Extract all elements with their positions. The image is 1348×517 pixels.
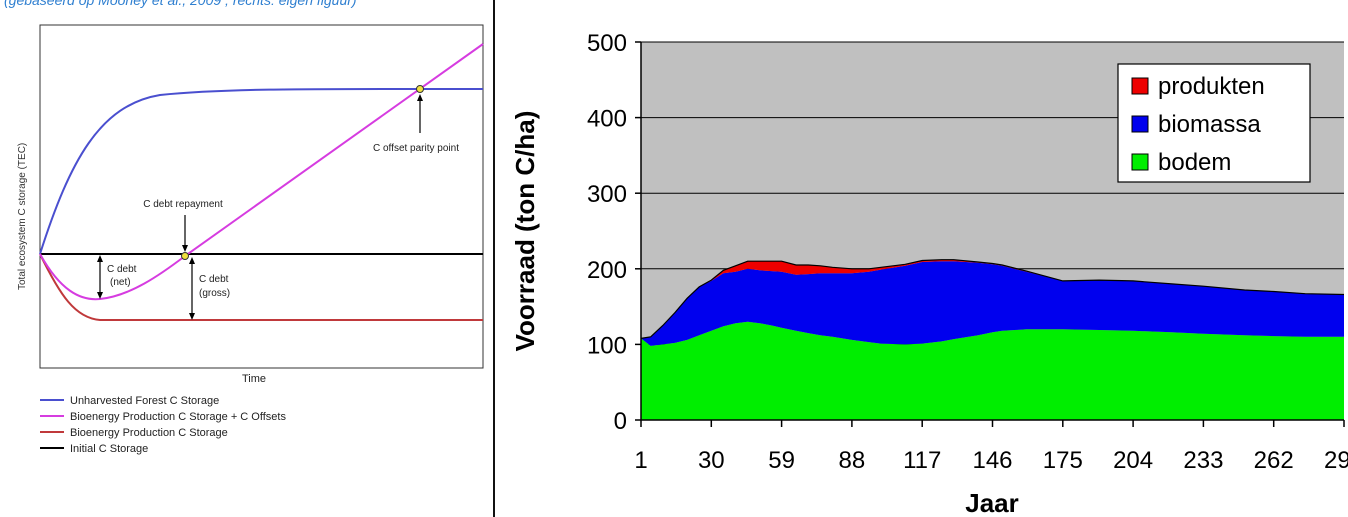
area-bodem <box>641 321 1344 420</box>
carbon-stock-area-chart: 0 100 200 300 400 500 1 30 59 88 117 146 175 204 233 2… <box>510 30 1348 517</box>
debt-net-arrowhead-top <box>97 255 103 262</box>
debt-repayment-label: C debt repayment <box>143 199 223 210</box>
legend-box <box>1117 63 1311 183</box>
y-tick-label: 500 <box>587 30 627 57</box>
x-tick-label: 59 <box>768 447 795 474</box>
y-tick-label: 200 <box>587 257 627 284</box>
debt-net-label-1: C debt <box>107 264 137 275</box>
debt-repayment-marker <box>181 252 189 260</box>
x-tick-label: 175 <box>1043 447 1083 474</box>
debt-gross-arrowhead-bottom <box>189 313 195 320</box>
x-tick-label: 117 <box>903 447 941 474</box>
figure-caption: (gebaseerd op Mooney et al., 2009 ; rech… <box>4 0 357 8</box>
offset-parity-marker <box>416 85 424 93</box>
y-tick-label: 300 <box>587 181 627 208</box>
panel-divider <box>493 0 495 517</box>
legend-swatch <box>1131 153 1149 171</box>
legend-label: produkten <box>1158 73 1265 100</box>
legend-label: Initial C Storage <box>70 443 148 455</box>
x-tick-label: 204 <box>1113 447 1153 474</box>
y-tick-label: 100 <box>587 332 627 359</box>
x-tick-label: 291 <box>1324 447 1348 474</box>
bioenergy-storage-line <box>39 253 483 321</box>
offset-parity-label: C offset parity point <box>373 143 459 154</box>
legend-label: bodem <box>1158 149 1231 176</box>
x-ticks: 1 30 59 88 117 146 175 204 233 262 291 <box>634 420 1348 474</box>
legend-label: Unharvested Forest C Storage <box>70 395 219 407</box>
legend-swatch <box>1131 115 1149 133</box>
y-tick-label: 400 <box>587 106 627 133</box>
debt-net-arrowhead-bottom <box>97 292 103 299</box>
right-x-axis-label: Jaar <box>965 488 1019 517</box>
left-y-axis-label: Total ecosystem C storage (TEC) <box>17 143 28 290</box>
bioenergy-offsets-line <box>39 43 484 301</box>
area-biomassa <box>641 261 1344 346</box>
legend-label: Bioenergy Production C Storage <box>70 427 228 439</box>
debt-gross-label-1: C debt <box>199 274 229 285</box>
right-legend: produkten biomassa bodem <box>1117 63 1311 183</box>
total-outline <box>640 259 1345 339</box>
legend-swatch <box>1131 77 1149 95</box>
left-legend: Unharvested Forest C Storage Bioenergy Pr… <box>40 395 286 455</box>
x-tick-label: 88 <box>839 447 866 474</box>
legend-label: Bioenergy Production C Storage + C Offse… <box>70 411 286 423</box>
area-series <box>640 259 1345 420</box>
right-y-axis-label: Voorraad (ton C/ha) <box>510 111 540 352</box>
debt-net-label-2: (net) <box>110 277 131 288</box>
left-plot-frame <box>39 24 484 369</box>
x-tick-label: 262 <box>1254 447 1294 474</box>
legend-label: biomassa <box>1158 111 1261 138</box>
y-tick-label: 0 <box>614 408 627 435</box>
x-tick-label: 233 <box>1183 447 1223 474</box>
unharvested-forest-line <box>39 87 484 255</box>
parity-pointer-arrowhead <box>417 94 423 101</box>
left-x-axis-label: Time <box>242 373 266 385</box>
carbon-debt-diagram: Total ecosystem C storage (TEC) Time C o… <box>17 24 484 455</box>
x-tick-label: 30 <box>698 447 725 474</box>
x-tick-label: 146 <box>972 447 1012 474</box>
debt-gross-label-2: (gross) <box>199 288 230 299</box>
debt-gross-arrowhead-top <box>189 257 195 264</box>
y-ticks: 0 100 200 300 400 500 <box>587 30 641 435</box>
x-tick-label: 1 <box>634 447 647 474</box>
repayment-pointer-arrowhead <box>182 245 188 252</box>
